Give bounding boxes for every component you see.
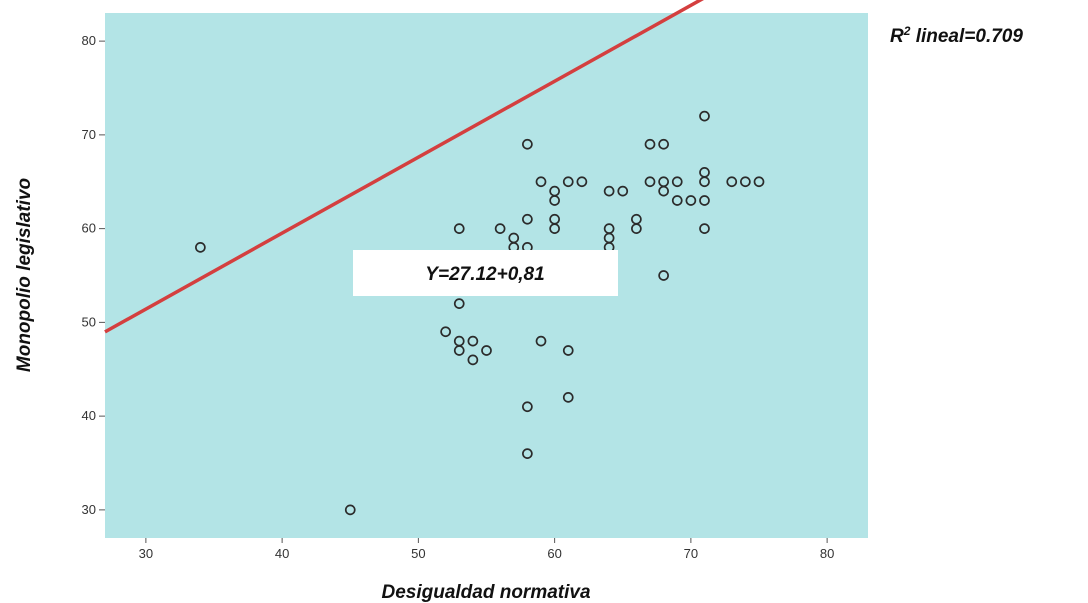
y-tick-label: 30 (82, 502, 96, 517)
data-point (562, 392, 574, 403)
data-point (699, 110, 710, 122)
data-point (562, 176, 574, 188)
r2-superscript: 2 (903, 24, 911, 38)
data-point (685, 195, 697, 206)
data-point (522, 213, 533, 225)
data-point (195, 242, 206, 253)
data-point (658, 270, 669, 281)
x-axis-title: Desigualdad normativa (381, 582, 590, 603)
data-points (195, 110, 765, 516)
data-point (522, 138, 533, 150)
x-tick-label: 70 (684, 546, 698, 561)
data-point (576, 176, 588, 188)
data-point (658, 185, 669, 197)
data-point (549, 195, 560, 206)
data-point (644, 138, 656, 150)
y-tick-label: 40 (82, 408, 96, 423)
data-point (603, 185, 615, 197)
data-point (467, 335, 479, 347)
r2-text: lineal=0.709 (910, 26, 1023, 47)
data-point (644, 176, 656, 188)
y-tick-label: 50 (82, 314, 96, 329)
y-axis-title: Monopolio legislativo (14, 178, 35, 372)
data-point (535, 176, 547, 188)
data-point (453, 298, 465, 309)
data-point (494, 223, 506, 234)
data-point (617, 185, 629, 197)
x-tick-label: 50 (411, 546, 425, 561)
data-point (344, 504, 356, 516)
data-point (740, 176, 751, 188)
data-point (481, 345, 492, 356)
data-point (549, 223, 560, 234)
data-point (699, 195, 710, 206)
data-point (671, 195, 683, 206)
y-tick-label: 60 (82, 221, 96, 236)
x-tick-label: 40 (275, 546, 289, 561)
x-tick-label: 60 (547, 546, 561, 561)
data-point (562, 345, 574, 356)
data-point (753, 176, 765, 188)
y-tick-label: 70 (82, 127, 96, 142)
r2-prefix: R (890, 26, 904, 47)
regression-line (104, 0, 705, 334)
y-tick-label: 80 (82, 33, 96, 48)
data-point (671, 176, 683, 188)
data-point (699, 223, 710, 234)
x-tick-label: 80 (820, 546, 834, 561)
equation-label: Y=27.12+0,81 (425, 264, 544, 285)
data-point (726, 176, 738, 188)
data-point (453, 345, 465, 356)
data-point (522, 401, 533, 413)
data-point (467, 354, 479, 366)
x-tick-label: 30 (139, 546, 153, 561)
data-point (535, 335, 547, 347)
data-point (522, 448, 533, 459)
data-point (699, 176, 710, 188)
data-point (440, 326, 451, 338)
data-point (453, 223, 465, 234)
equation-box (353, 250, 618, 296)
data-point (658, 138, 669, 150)
axis-ticks: 30 40 50 60 70 80 30 40 50 60 70 80 (82, 33, 835, 561)
r2-label: R2 lineal=0.709 (890, 24, 1023, 47)
data-point (631, 223, 642, 234)
